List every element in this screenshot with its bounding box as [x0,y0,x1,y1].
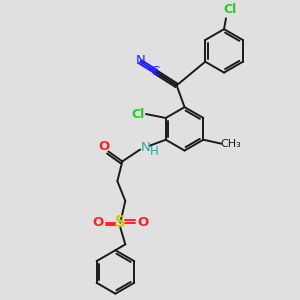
Text: O: O [98,140,109,153]
Text: C: C [150,65,160,78]
Text: O: O [92,216,103,229]
Text: N: N [136,54,146,67]
Text: S: S [115,215,126,230]
Text: Cl: Cl [223,3,237,16]
Text: Cl: Cl [131,107,145,121]
Text: N: N [141,141,151,154]
Text: O: O [137,216,149,229]
Text: CH₃: CH₃ [220,139,242,148]
Text: H: H [149,145,158,158]
